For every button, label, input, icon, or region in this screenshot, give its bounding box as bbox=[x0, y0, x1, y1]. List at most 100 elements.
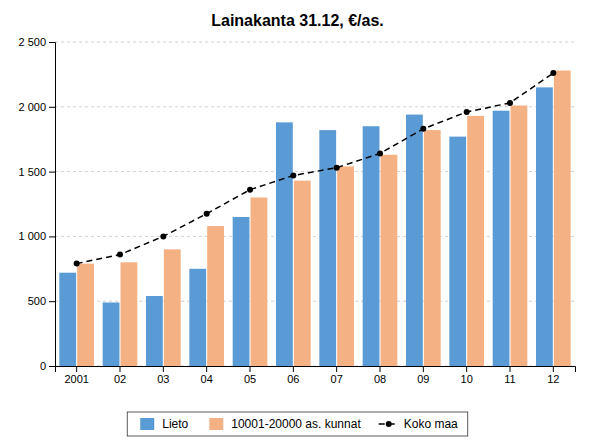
legend-item: 10001-20000 as. kunnat bbox=[209, 417, 361, 431]
x-tick-label: 11 bbox=[504, 373, 515, 385]
x-tick-mark bbox=[553, 366, 554, 372]
bar bbox=[424, 130, 441, 366]
bar bbox=[294, 181, 311, 366]
y-tick-mark bbox=[49, 236, 55, 237]
bar bbox=[381, 155, 398, 366]
title: Lainakanta 31.12, €/as. bbox=[211, 12, 384, 29]
x-tick-label: 12 bbox=[547, 373, 559, 385]
line-marker bbox=[507, 100, 513, 106]
bar bbox=[121, 262, 138, 366]
bar bbox=[554, 71, 571, 366]
x-tick-label: 07 bbox=[331, 373, 343, 385]
y-tick-label: 1 000 bbox=[18, 230, 46, 242]
bar bbox=[406, 115, 423, 366]
legend-item: Lieto bbox=[140, 417, 188, 431]
x-tick: 02 bbox=[114, 366, 126, 385]
x-tick-label: 08 bbox=[374, 373, 386, 385]
x-tick-mark bbox=[76, 366, 77, 372]
bar bbox=[77, 264, 94, 366]
legend-swatch bbox=[209, 418, 223, 430]
legend-swatch bbox=[140, 418, 154, 430]
y-tick-mark bbox=[49, 107, 55, 108]
line-marker bbox=[247, 187, 253, 193]
x-tick-mark bbox=[120, 366, 121, 372]
x-tick-mark bbox=[206, 366, 207, 372]
x-tick-mark bbox=[380, 366, 381, 372]
bar bbox=[319, 130, 336, 366]
y-axis: 0 500 1 000 1 500 2 000 2 500 bbox=[18, 36, 55, 372]
x-tick: 08 bbox=[374, 366, 386, 385]
line-marker bbox=[334, 165, 340, 171]
x-axis-line bbox=[56, 367, 576, 373]
x-tick: 04 bbox=[201, 366, 213, 385]
bar bbox=[493, 111, 510, 366]
y-tick: 2 500 bbox=[18, 36, 55, 48]
y-tick-label: 1 500 bbox=[18, 166, 46, 178]
bar bbox=[363, 126, 380, 366]
plot: 2001020304050607080910111205001 0001 500… bbox=[18, 36, 575, 385]
bar bbox=[449, 137, 466, 366]
bar-series bbox=[59, 87, 552, 366]
line-marker bbox=[377, 150, 383, 156]
x-tick-mark bbox=[466, 366, 467, 372]
line-marker bbox=[464, 109, 470, 115]
chart-container: Lainakanta 31.12, €/as. 2001 02 03 04 05 06 07 0… bbox=[0, 0, 595, 448]
legend-item: Koko maa bbox=[379, 417, 458, 431]
x-tick-label: 04 bbox=[201, 373, 213, 385]
y-tick: 500 bbox=[28, 295, 55, 307]
y-axis-line bbox=[49, 43, 56, 367]
x-tick: 11 bbox=[504, 366, 515, 385]
legend-label: Koko maa bbox=[404, 417, 458, 431]
y-tick-mark bbox=[49, 42, 55, 43]
bar bbox=[511, 106, 528, 366]
line-marker bbox=[117, 252, 123, 258]
bar bbox=[146, 296, 163, 366]
line-marker bbox=[160, 233, 166, 239]
y-tick-label: 0 bbox=[40, 360, 46, 372]
x-tick: 2001 bbox=[64, 366, 88, 385]
line-marker bbox=[204, 211, 210, 217]
x-tick-label: 03 bbox=[157, 373, 169, 385]
line-marker bbox=[74, 261, 80, 267]
x-tick-label: 2001 bbox=[64, 373, 88, 385]
bar-series bbox=[77, 71, 570, 366]
y-tick: 2 000 bbox=[18, 101, 55, 113]
y-tick-mark bbox=[49, 366, 55, 367]
x-tick: 12 bbox=[547, 366, 559, 385]
x-axis: 20010203040506070809101112 bbox=[56, 366, 576, 385]
legend-swatch-marker bbox=[386, 421, 392, 427]
y-tick-label: 2 000 bbox=[18, 101, 46, 113]
x-tick-mark bbox=[510, 366, 511, 372]
x-tick: 05 bbox=[244, 366, 256, 385]
y-tick-mark bbox=[49, 172, 55, 173]
line bbox=[77, 73, 554, 264]
x-tick-mark bbox=[336, 366, 337, 372]
legend-label: 10001-20000 as. kunnat bbox=[231, 417, 361, 431]
line-marker bbox=[420, 126, 426, 132]
y-tick-mark bbox=[49, 301, 55, 302]
bar bbox=[103, 302, 120, 366]
chart: Lainakanta 31.12, €/as. 2001 02 03 04 05 06 07 0… bbox=[0, 0, 595, 448]
marks bbox=[59, 70, 570, 366]
x-tick-mark bbox=[250, 366, 251, 372]
bar bbox=[189, 269, 206, 366]
x-tick: 03 bbox=[157, 366, 169, 385]
y-tick: 1 000 bbox=[18, 230, 55, 242]
grid-line bbox=[55, 106, 575, 107]
y-tick: 0 bbox=[40, 360, 55, 372]
x-tick-mark bbox=[293, 366, 294, 372]
bar bbox=[59, 273, 76, 366]
bar bbox=[337, 166, 354, 366]
legend-frame bbox=[127, 412, 468, 436]
x-tick: 07 bbox=[331, 366, 343, 385]
x-tick-label: 09 bbox=[417, 373, 429, 385]
legend-label: Lieto bbox=[162, 417, 188, 431]
bar bbox=[164, 249, 181, 366]
x-tick-mark bbox=[163, 366, 164, 372]
x-tick-mark bbox=[423, 366, 424, 372]
y-tick-label: 500 bbox=[28, 295, 46, 307]
line-series bbox=[74, 70, 557, 267]
legend: Lieto 10001-20000 as. kunnat Koko maa bbox=[127, 412, 468, 436]
line-marker bbox=[550, 70, 556, 76]
x-tick-label: 06 bbox=[287, 373, 299, 385]
